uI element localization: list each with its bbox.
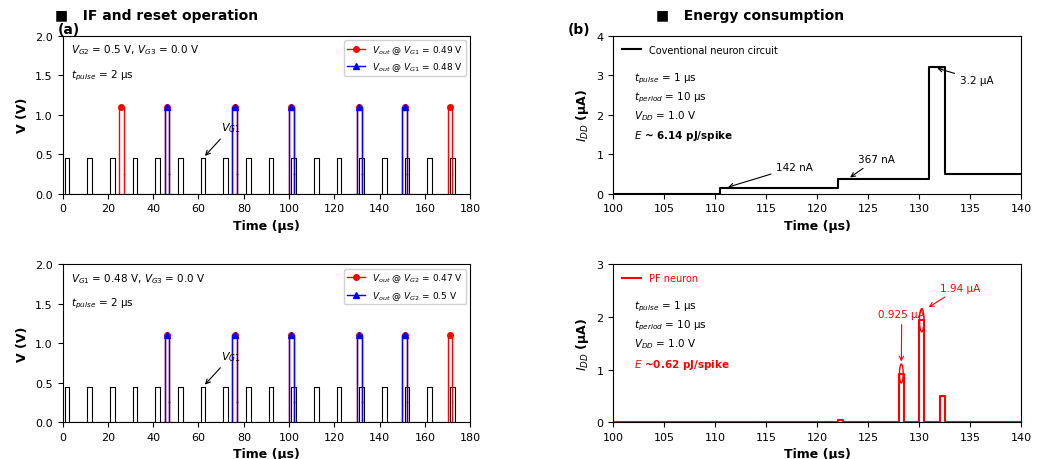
Text: $V_{DD}$ = 1.0 V: $V_{DD}$ = 1.0 V <box>634 337 696 351</box>
Legend: $V_{out}$ @ $V_{G1}$ = 0.49 V, $V_{out}$ @ $V_{G1}$ = 0.48 V: $V_{out}$ @ $V_{G1}$ = 0.49 V, $V_{out}$… <box>344 41 466 77</box>
Text: $t_{pulse}$ = 1 μs: $t_{pulse}$ = 1 μs <box>634 299 696 314</box>
Text: $E$ ~ 6.14 pJ/spike: $E$ ~ 6.14 pJ/spike <box>634 129 733 143</box>
Text: $V_{G1}$: $V_{G1}$ <box>205 349 241 384</box>
Text: $E$ ~0.62 pJ/spike: $E$ ~0.62 pJ/spike <box>634 357 729 371</box>
Text: $t_{pulse}$ = 2 μs: $t_{pulse}$ = 2 μs <box>71 297 133 311</box>
Text: ■   IF and reset operation: ■ IF and reset operation <box>55 9 257 23</box>
Y-axis label: $I_{DD}$ (μA): $I_{DD}$ (μA) <box>574 89 591 142</box>
X-axis label: Time (μs): Time (μs) <box>233 448 300 459</box>
Legend: $V_{out}$ @ $V_{G2}$ = 0.47 V, $V_{out}$ @ $V_{G2}$ = 0.5 V: $V_{out}$ @ $V_{G2}$ = 0.47 V, $V_{out}$… <box>344 269 466 305</box>
Text: $V_{G1}$: $V_{G1}$ <box>205 121 241 156</box>
Text: (b): (b) <box>568 23 591 37</box>
Text: $V_{G2}$ = 0.5 V, $V_{G3}$ = 0.0 V: $V_{G2}$ = 0.5 V, $V_{G3}$ = 0.0 V <box>71 43 199 57</box>
X-axis label: Time (μs): Time (μs) <box>233 219 300 232</box>
Text: $t_{pulse}$ = 2 μs: $t_{pulse}$ = 2 μs <box>71 68 133 83</box>
X-axis label: Time (μs): Time (μs) <box>784 219 850 232</box>
Text: $V_{G1}$ = 0.48 V, $V_{G3}$ = 0.0 V: $V_{G1}$ = 0.48 V, $V_{G3}$ = 0.0 V <box>71 271 205 285</box>
Text: 1.94 μA: 1.94 μA <box>929 283 979 307</box>
Legend: PF neuron: PF neuron <box>618 270 702 287</box>
Text: 367 nA: 367 nA <box>851 155 895 177</box>
Text: 0.925 μA: 0.925 μA <box>878 309 925 361</box>
Text: (a): (a) <box>57 23 79 37</box>
Legend: Coventional neuron circuit: Coventional neuron circuit <box>618 42 782 59</box>
Text: $t_{period}$ = 10 μs: $t_{period}$ = 10 μs <box>634 90 706 105</box>
Text: $t_{period}$ = 10 μs: $t_{period}$ = 10 μs <box>634 318 706 333</box>
Text: $V_{DD}$ = 1.0 V: $V_{DD}$ = 1.0 V <box>634 109 696 123</box>
Text: 3.2 μA: 3.2 μA <box>939 68 994 86</box>
Text: $t_{pulse}$ = 1 μs: $t_{pulse}$ = 1 μs <box>634 71 696 85</box>
Text: 142 nA: 142 nA <box>729 162 813 188</box>
Y-axis label: V (V): V (V) <box>17 326 29 361</box>
Y-axis label: V (V): V (V) <box>17 98 29 133</box>
Text: ■   Energy consumption: ■ Energy consumption <box>656 9 844 23</box>
X-axis label: Time (μs): Time (μs) <box>784 448 850 459</box>
Y-axis label: $I_{DD}$ (μA): $I_{DD}$ (μA) <box>574 317 591 370</box>
